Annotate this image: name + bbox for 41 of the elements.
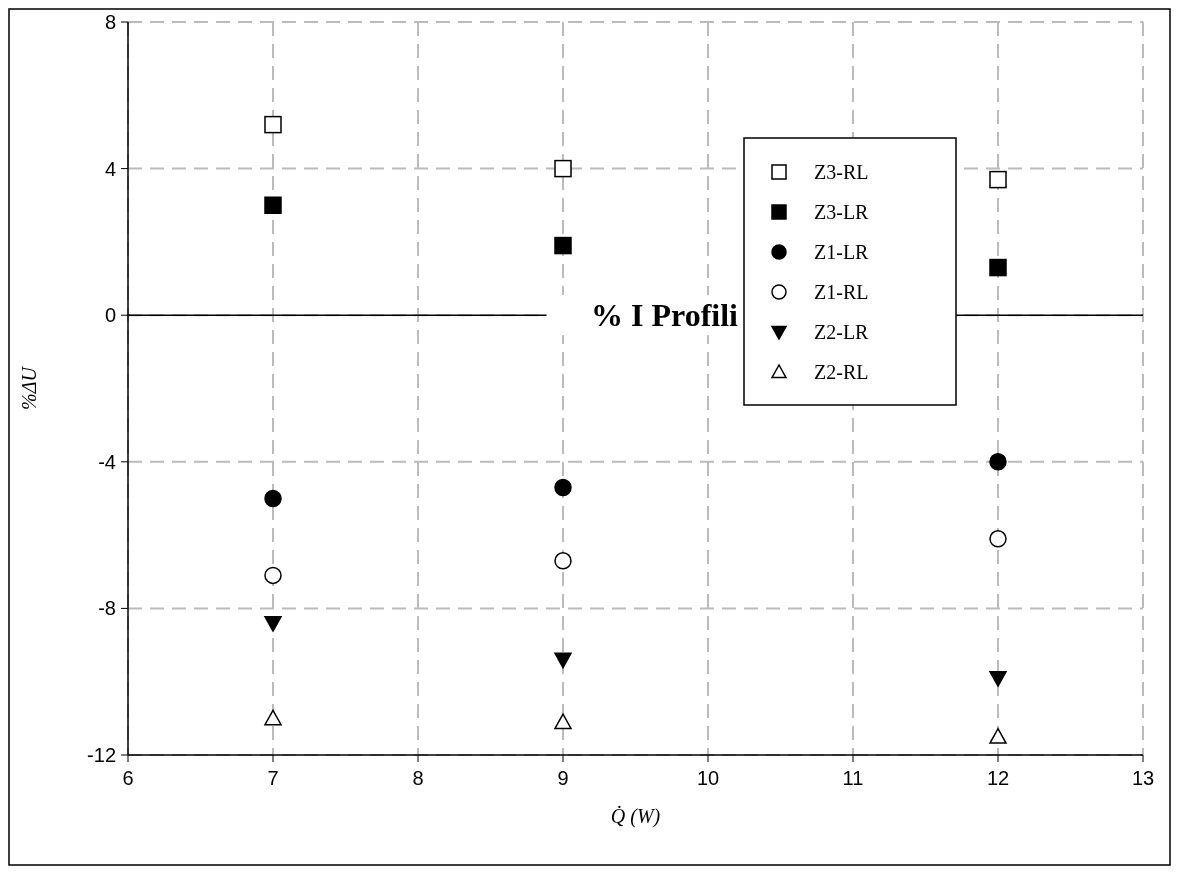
- point: [989, 453, 1007, 471]
- point: [264, 566, 282, 585]
- legend-label: Z2-LR: [814, 321, 870, 343]
- ref-line-label: % I Profili: [591, 297, 739, 334]
- point: [554, 236, 572, 255]
- x-tick-label: 10: [696, 767, 720, 789]
- point: [989, 670, 1007, 687]
- point: [989, 727, 1007, 744]
- point: [989, 530, 1007, 548]
- legend-label: Z3-RL: [814, 161, 869, 183]
- y-axis-title: %ΔU: [18, 365, 40, 410]
- legend-label: Z1-LR: [814, 241, 870, 263]
- x-axis-title: Q̇ (W): [610, 804, 661, 828]
- x-tick-label: 11: [842, 767, 864, 789]
- y-tick-label: -4: [98, 450, 116, 473]
- point: [989, 258, 1007, 277]
- point: [264, 709, 282, 726]
- point: [989, 170, 1007, 189]
- point: [554, 652, 572, 669]
- point: [264, 615, 282, 632]
- x-tick-label: 6: [122, 767, 134, 789]
- y-tick-label: 0: [104, 304, 116, 327]
- x-tick-label: 7: [267, 767, 279, 789]
- y-tick-label: 8: [104, 11, 116, 33]
- x-tick-label: 12: [986, 767, 1010, 789]
- y-tick-label: 4: [104, 157, 116, 180]
- y-tick-label: -8: [98, 597, 116, 620]
- point: [554, 552, 572, 570]
- x-tick-label: 9: [557, 767, 569, 789]
- legend-label: Z2-RL: [814, 361, 869, 383]
- point: [554, 478, 572, 497]
- point: [554, 713, 572, 730]
- point: [554, 159, 572, 178]
- x-tick-label: 8: [412, 767, 424, 789]
- point: [264, 196, 282, 214]
- point: [264, 489, 282, 508]
- y-tick-label: -12: [87, 744, 116, 766]
- point: [264, 115, 282, 134]
- legend-label: Z3-LR: [814, 201, 870, 223]
- x-tick-label: 13: [1131, 767, 1155, 789]
- legend-label: Z1-RL: [814, 281, 869, 303]
